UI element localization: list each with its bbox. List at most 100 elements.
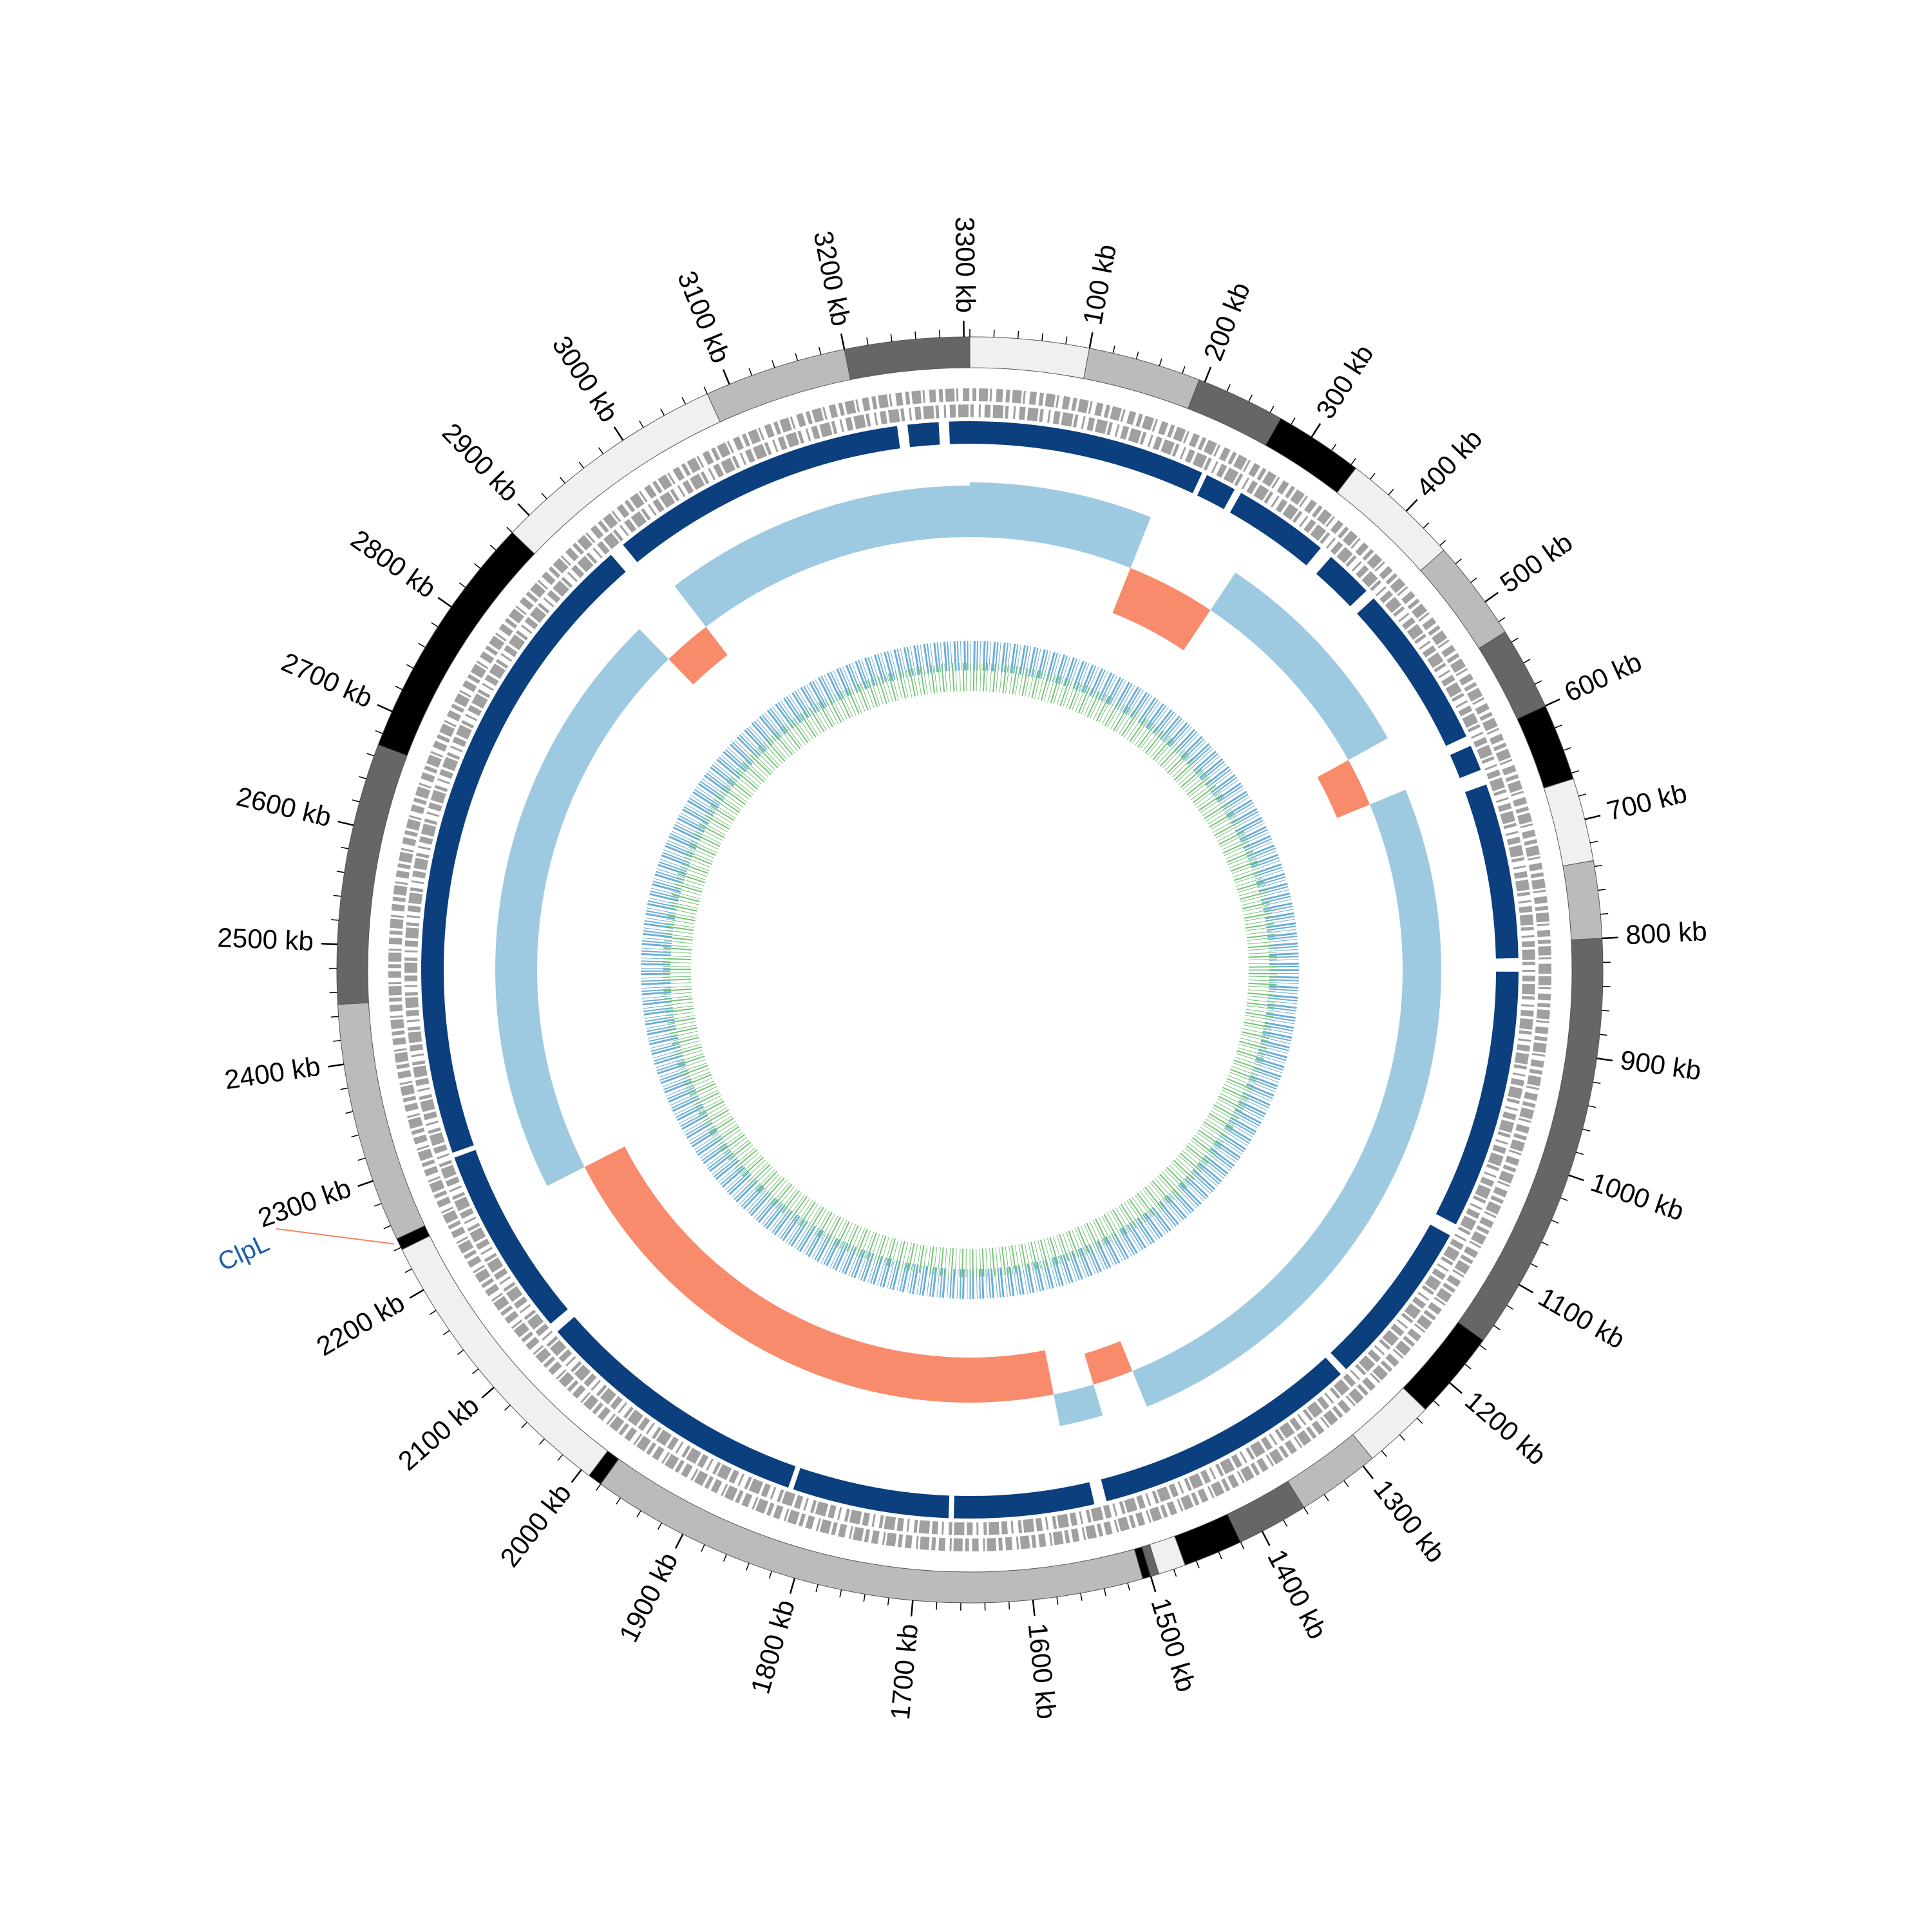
major-tick <box>1088 332 1094 348</box>
annotation-label: ClpL <box>214 1229 274 1277</box>
minor-tick <box>1080 1593 1083 1601</box>
block-arc <box>1101 1358 1341 1502</box>
tick-label: 2900 kb <box>437 417 526 507</box>
minor-tick <box>1599 1034 1607 1036</box>
gene-ring-reverse <box>404 404 1535 1535</box>
tick-label: 1500 kb <box>1145 1595 1202 1696</box>
minor-tick <box>1464 1363 1472 1370</box>
contig-arc <box>706 348 851 422</box>
minor-tick <box>404 1268 412 1273</box>
tick-label: 3300 kb <box>950 216 981 313</box>
minor-tick <box>1350 458 1356 465</box>
tick-label: 2500 kb <box>217 922 314 956</box>
block-arc <box>949 421 970 444</box>
gc-content-inner <box>663 663 1277 1277</box>
minor-tick <box>1571 770 1579 774</box>
minor-tick <box>340 1087 348 1090</box>
major-tick <box>377 704 393 712</box>
major-tick <box>321 943 337 945</box>
block-arc <box>421 554 626 1153</box>
tick-label: 200 kb <box>1198 278 1256 365</box>
minor-tick <box>1323 1494 1329 1501</box>
minor-tick <box>772 360 775 368</box>
minor-tick <box>1423 522 1430 529</box>
minor-tick <box>1399 1434 1406 1441</box>
minor-tick <box>1182 366 1186 374</box>
tick-label: 1800 kb <box>744 1596 800 1698</box>
minor-tick <box>1555 724 1562 729</box>
skew-arc <box>495 629 669 1186</box>
minor-tick <box>1578 793 1586 797</box>
minor-tick <box>1582 1128 1591 1132</box>
major-tick <box>337 820 354 826</box>
tick-label: 2800 kb <box>345 524 441 603</box>
block-arc <box>1331 1224 1450 1370</box>
skew-arc <box>970 482 1151 568</box>
minor-tick <box>1563 747 1571 751</box>
minor-tick <box>1530 1263 1538 1268</box>
gene-ring-forward <box>388 388 1551 1551</box>
skew-arc <box>674 486 970 627</box>
tick-label: 800 kb <box>1625 916 1707 950</box>
minor-tick <box>345 1111 354 1114</box>
tick-label: 400 kb <box>1410 423 1488 503</box>
minor-tick <box>1369 473 1376 480</box>
minor-tick <box>521 1421 527 1428</box>
minor-tick <box>1381 1450 1387 1457</box>
minor-tick <box>1560 1197 1568 1201</box>
minor-tick <box>1127 1582 1130 1591</box>
major-tick <box>1544 698 1560 707</box>
minor-tick <box>1041 333 1043 341</box>
block-arc <box>1435 971 1519 1225</box>
minor-tick <box>1283 1519 1288 1527</box>
minor-tick <box>375 730 383 734</box>
gc-content-outer <box>641 641 1299 1299</box>
minor-tick <box>1269 405 1274 413</box>
minor-tick <box>1455 558 1462 565</box>
major-tick <box>1150 1576 1157 1593</box>
tick-label: 1200 kb <box>1459 1385 1552 1471</box>
minor-tick <box>1240 1542 1245 1549</box>
minor-tick <box>1551 1219 1559 1224</box>
major-tick <box>1568 1174 1584 1182</box>
minor-tick <box>1331 444 1337 451</box>
block-arc <box>970 421 1202 493</box>
minor-tick <box>474 563 481 569</box>
block-arc <box>1464 784 1519 959</box>
minor-tick <box>768 1571 772 1579</box>
minor-tick <box>1135 351 1139 359</box>
tick-label: 3100 kb <box>672 267 736 367</box>
minor-tick <box>598 447 604 455</box>
tick-label: 1300 kb <box>1368 1474 1452 1568</box>
major-tick <box>910 1600 914 1617</box>
minor-tick <box>1523 658 1531 664</box>
minor-tick <box>504 1405 511 1411</box>
minor-tick <box>1343 1480 1349 1488</box>
major-tick <box>789 1578 796 1594</box>
minor-tick <box>1056 1596 1059 1605</box>
minor-tick <box>1416 1417 1423 1424</box>
major-tick <box>1449 1382 1463 1394</box>
minor-tick <box>914 331 916 339</box>
block-arc <box>907 422 940 448</box>
minor-tick <box>366 753 375 757</box>
minor-tick <box>863 1594 866 1602</box>
minor-tick <box>457 1349 464 1355</box>
minor-tick <box>352 799 360 802</box>
tick-label: 100 kb <box>1077 242 1122 327</box>
contig-arc <box>1174 1513 1242 1566</box>
tick-label: 2200 kb <box>311 1287 410 1361</box>
major-tick <box>1362 1465 1374 1479</box>
minor-tick <box>1576 1151 1584 1155</box>
minor-tick <box>330 1016 339 1018</box>
minor-tick <box>472 1368 479 1374</box>
minor-tick <box>657 1522 663 1530</box>
major-tick <box>840 333 846 350</box>
minor-tick <box>1433 1400 1440 1406</box>
block-arc <box>1197 475 1235 509</box>
minor-tick <box>359 776 367 780</box>
minor-tick <box>1439 540 1446 546</box>
skew-arc <box>1054 1384 1103 1426</box>
minor-tick <box>1594 864 1602 867</box>
